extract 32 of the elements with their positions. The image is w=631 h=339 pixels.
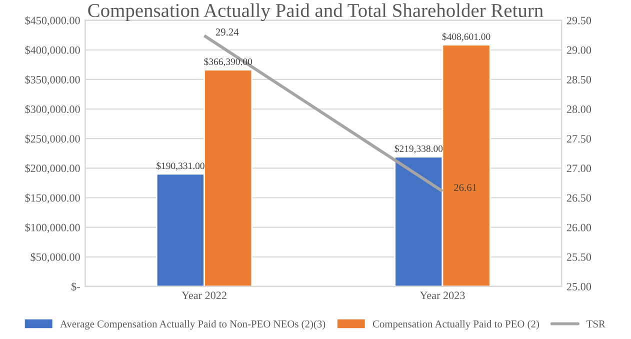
y2-tick-label: 28.50 xyxy=(566,76,592,84)
y2-tick-label: 29.00 xyxy=(566,46,592,54)
data-label: 29.24 xyxy=(216,28,239,36)
data-label: $190,331.00 xyxy=(156,162,204,171)
data-label: $219,338.00 xyxy=(394,144,443,154)
y2-tick-label: 27.50 xyxy=(566,135,592,143)
legend-label: Compensation Actually Paid to PEO (2) xyxy=(372,320,539,330)
data-label: 26.61 xyxy=(454,184,476,192)
legend-label: Average Compensation Actually Paid to Non-PEO NEOs (2)(3) xyxy=(60,320,326,330)
y-tick-label: $50,000.00 xyxy=(30,252,80,262)
y2-tick-label: 29.50 xyxy=(566,16,592,24)
y-tick-label: $450,000.00 xyxy=(25,16,80,26)
data-label: $408,601.00 xyxy=(442,32,490,42)
y2-tick-label: 26.50 xyxy=(566,194,592,202)
x-tick-label: Year 2023 xyxy=(420,292,465,300)
y2-tick-label: 25.00 xyxy=(566,282,592,290)
y-tick-label: $350,000.00 xyxy=(25,75,80,86)
y2-tick-label: 26.00 xyxy=(566,224,592,232)
y-tick-label: $150,000.00 xyxy=(25,194,80,204)
y2-tick-label: 27.00 xyxy=(566,164,592,172)
y-tick-label: $- xyxy=(72,282,80,292)
y-tick-label: $200,000.00 xyxy=(25,164,80,174)
y-tick-label: $400,000.00 xyxy=(25,46,80,56)
legend-label: TSR xyxy=(586,320,606,328)
y-tick-label: $100,000.00 xyxy=(25,223,80,233)
y2-tick-label: 25.50 xyxy=(566,253,592,261)
y-tick-label: $300,000.00 xyxy=(25,104,80,115)
data-label: $366,390.00 xyxy=(204,58,252,66)
chart-title: Compensation Actually Paid and Total Shareholder Return xyxy=(88,3,544,22)
x-tick-label: Year 2022 xyxy=(182,292,226,300)
y2-tick-label: 28.00 xyxy=(566,106,592,114)
y-tick-label: $250,000.00 xyxy=(25,134,80,144)
